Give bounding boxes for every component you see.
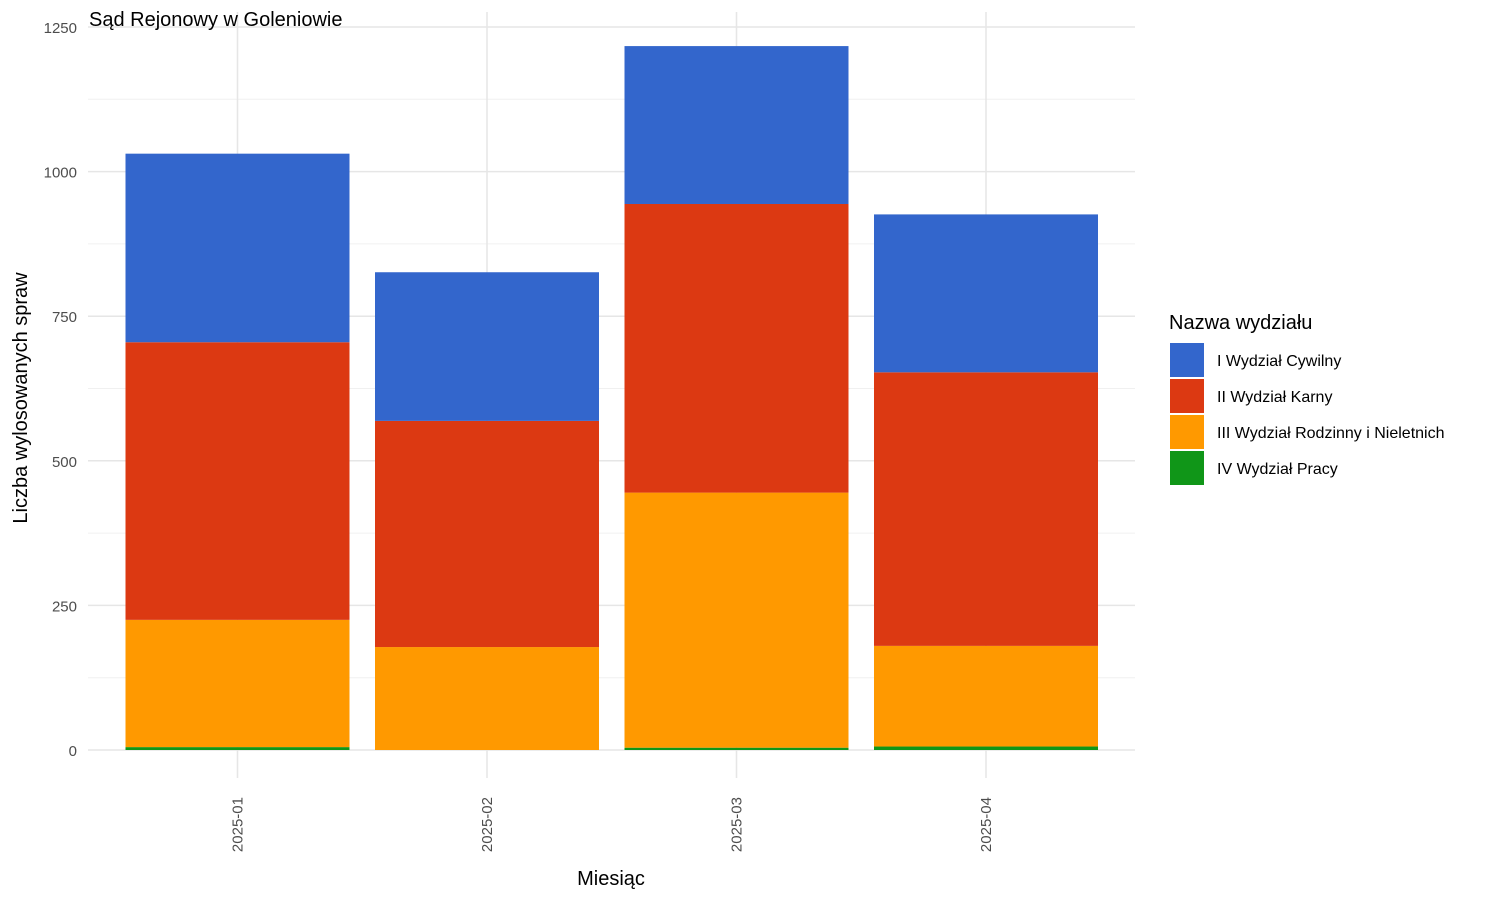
- bars-layer: [125, 46, 1098, 750]
- bar-segment: [874, 645, 1098, 747]
- y-tick-label: 250: [52, 598, 77, 615]
- chart-title: Sąd Rejonowy w Goleniowie: [89, 9, 342, 31]
- legend-swatch: [1170, 379, 1204, 413]
- bar-segment: [874, 746, 1098, 750]
- legend-label: III Wydział Rodzinny i Nieletnich: [1217, 425, 1445, 442]
- bar-segment: [624, 46, 849, 204]
- bar-segment: [624, 747, 849, 750]
- y-tick-label: 1250: [44, 20, 77, 37]
- bar-segment: [874, 214, 1098, 373]
- bar-segment: [375, 647, 599, 750]
- bar-segment: [375, 420, 599, 648]
- bar-segment: [624, 492, 849, 748]
- bar-segment: [125, 619, 350, 748]
- legend-label: I Wydział Cywilny: [1217, 353, 1341, 370]
- bar-segment: [125, 342, 350, 620]
- y-tick-label: 1000: [44, 165, 77, 182]
- x-tick-label: 2025-02: [479, 797, 496, 852]
- x-tick-label: 2025-01: [230, 797, 247, 852]
- y-axis-title: Liczba wylosowanych spraw: [10, 272, 32, 524]
- x-tick-label: 2025-03: [729, 797, 746, 852]
- legend: Nazwa wydziału I Wydział Cywilny II Wydzi…: [1169, 312, 1445, 485]
- legend-swatch: [1170, 415, 1204, 449]
- x-tick-label: 2025-04: [978, 797, 995, 852]
- bar-segment: [375, 272, 599, 421]
- y-tick-label: 750: [52, 309, 77, 326]
- legend-label: IV Wydział Pracy: [1217, 461, 1338, 478]
- bar-segment: [125, 747, 350, 750]
- bar-segment: [624, 203, 849, 493]
- legend-items: I Wydział Cywilny II Wydział Karny III Wyd…: [1170, 343, 1445, 485]
- axis-layer: 0 250 500 750 1000 1250 2025-01 2025-02 2025-03 2…: [44, 20, 995, 852]
- x-axis-title: Miesiąc: [577, 868, 645, 890]
- y-tick-label: 500: [52, 454, 77, 471]
- legend-title: Nazwa wydziału: [1169, 312, 1312, 334]
- bar-segment: [874, 372, 1098, 646]
- legend-swatch: [1170, 451, 1204, 485]
- legend-label: II Wydział Karny: [1217, 389, 1332, 406]
- bar-segment: [125, 153, 350, 343]
- y-tick-label: 0: [69, 743, 77, 760]
- legend-swatch: [1170, 343, 1204, 377]
